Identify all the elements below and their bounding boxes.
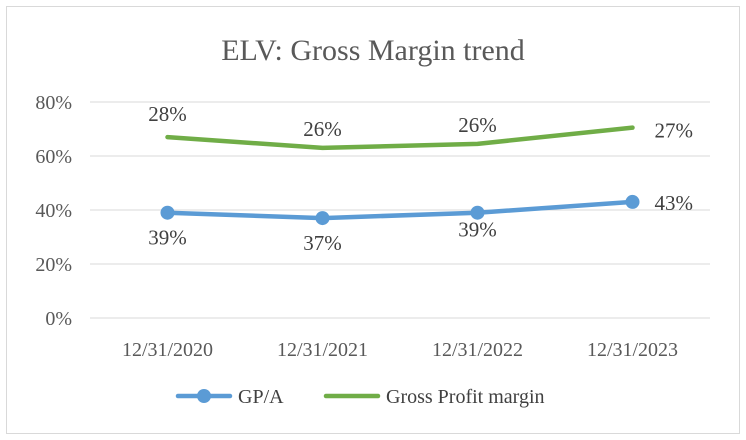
data-point-marker [160, 205, 175, 220]
series-line-1 [165, 125, 635, 151]
legend: GP/A Gross Profit margin [175, 386, 545, 408]
gridlines [90, 101, 710, 319]
data-label: 26% [458, 113, 497, 137]
legend-label: GP/A [238, 386, 284, 408]
y-axis-ticks: 0% 20% 40% 60% 80% [35, 92, 72, 330]
data-label: 43% [655, 191, 694, 215]
y-tick-label: 40% [35, 200, 72, 222]
data-label: 39% [458, 218, 497, 242]
x-tick-label: 12/31/2022 [432, 339, 523, 361]
x-axis-ticks: 12/31/2020 12/31/2021 12/31/2022 12/31/2023 [122, 339, 678, 361]
y-tick-label: 60% [35, 146, 72, 168]
chart-title: ELV: Gross Margin trend [221, 34, 525, 67]
x-tick-label: 12/31/2020 [122, 339, 213, 361]
series-line-0 [165, 199, 635, 221]
data-label: 37% [303, 231, 342, 255]
x-tick-label: 12/31/2021 [277, 339, 368, 361]
data-label: 27% [655, 119, 694, 143]
data-labels: 39% 37% 39% 43% 28% 26% 26% 27% [148, 102, 693, 255]
data-point-marker [470, 205, 485, 220]
x-tick-label: 12/31/2023 [587, 339, 678, 361]
data-label: 26% [303, 117, 342, 141]
data-label: 39% [148, 226, 187, 250]
y-tick-label: 0% [45, 308, 72, 330]
legend-label: Gross Profit margin [386, 386, 545, 408]
data-label: 28% [148, 102, 187, 126]
chart-frame [6, 6, 740, 434]
legend-marker [197, 389, 211, 403]
series-group [160, 125, 640, 226]
y-tick-label: 80% [35, 92, 72, 114]
y-tick-label: 20% [35, 254, 72, 276]
data-point-marker [315, 211, 330, 226]
data-point-marker [625, 194, 640, 209]
